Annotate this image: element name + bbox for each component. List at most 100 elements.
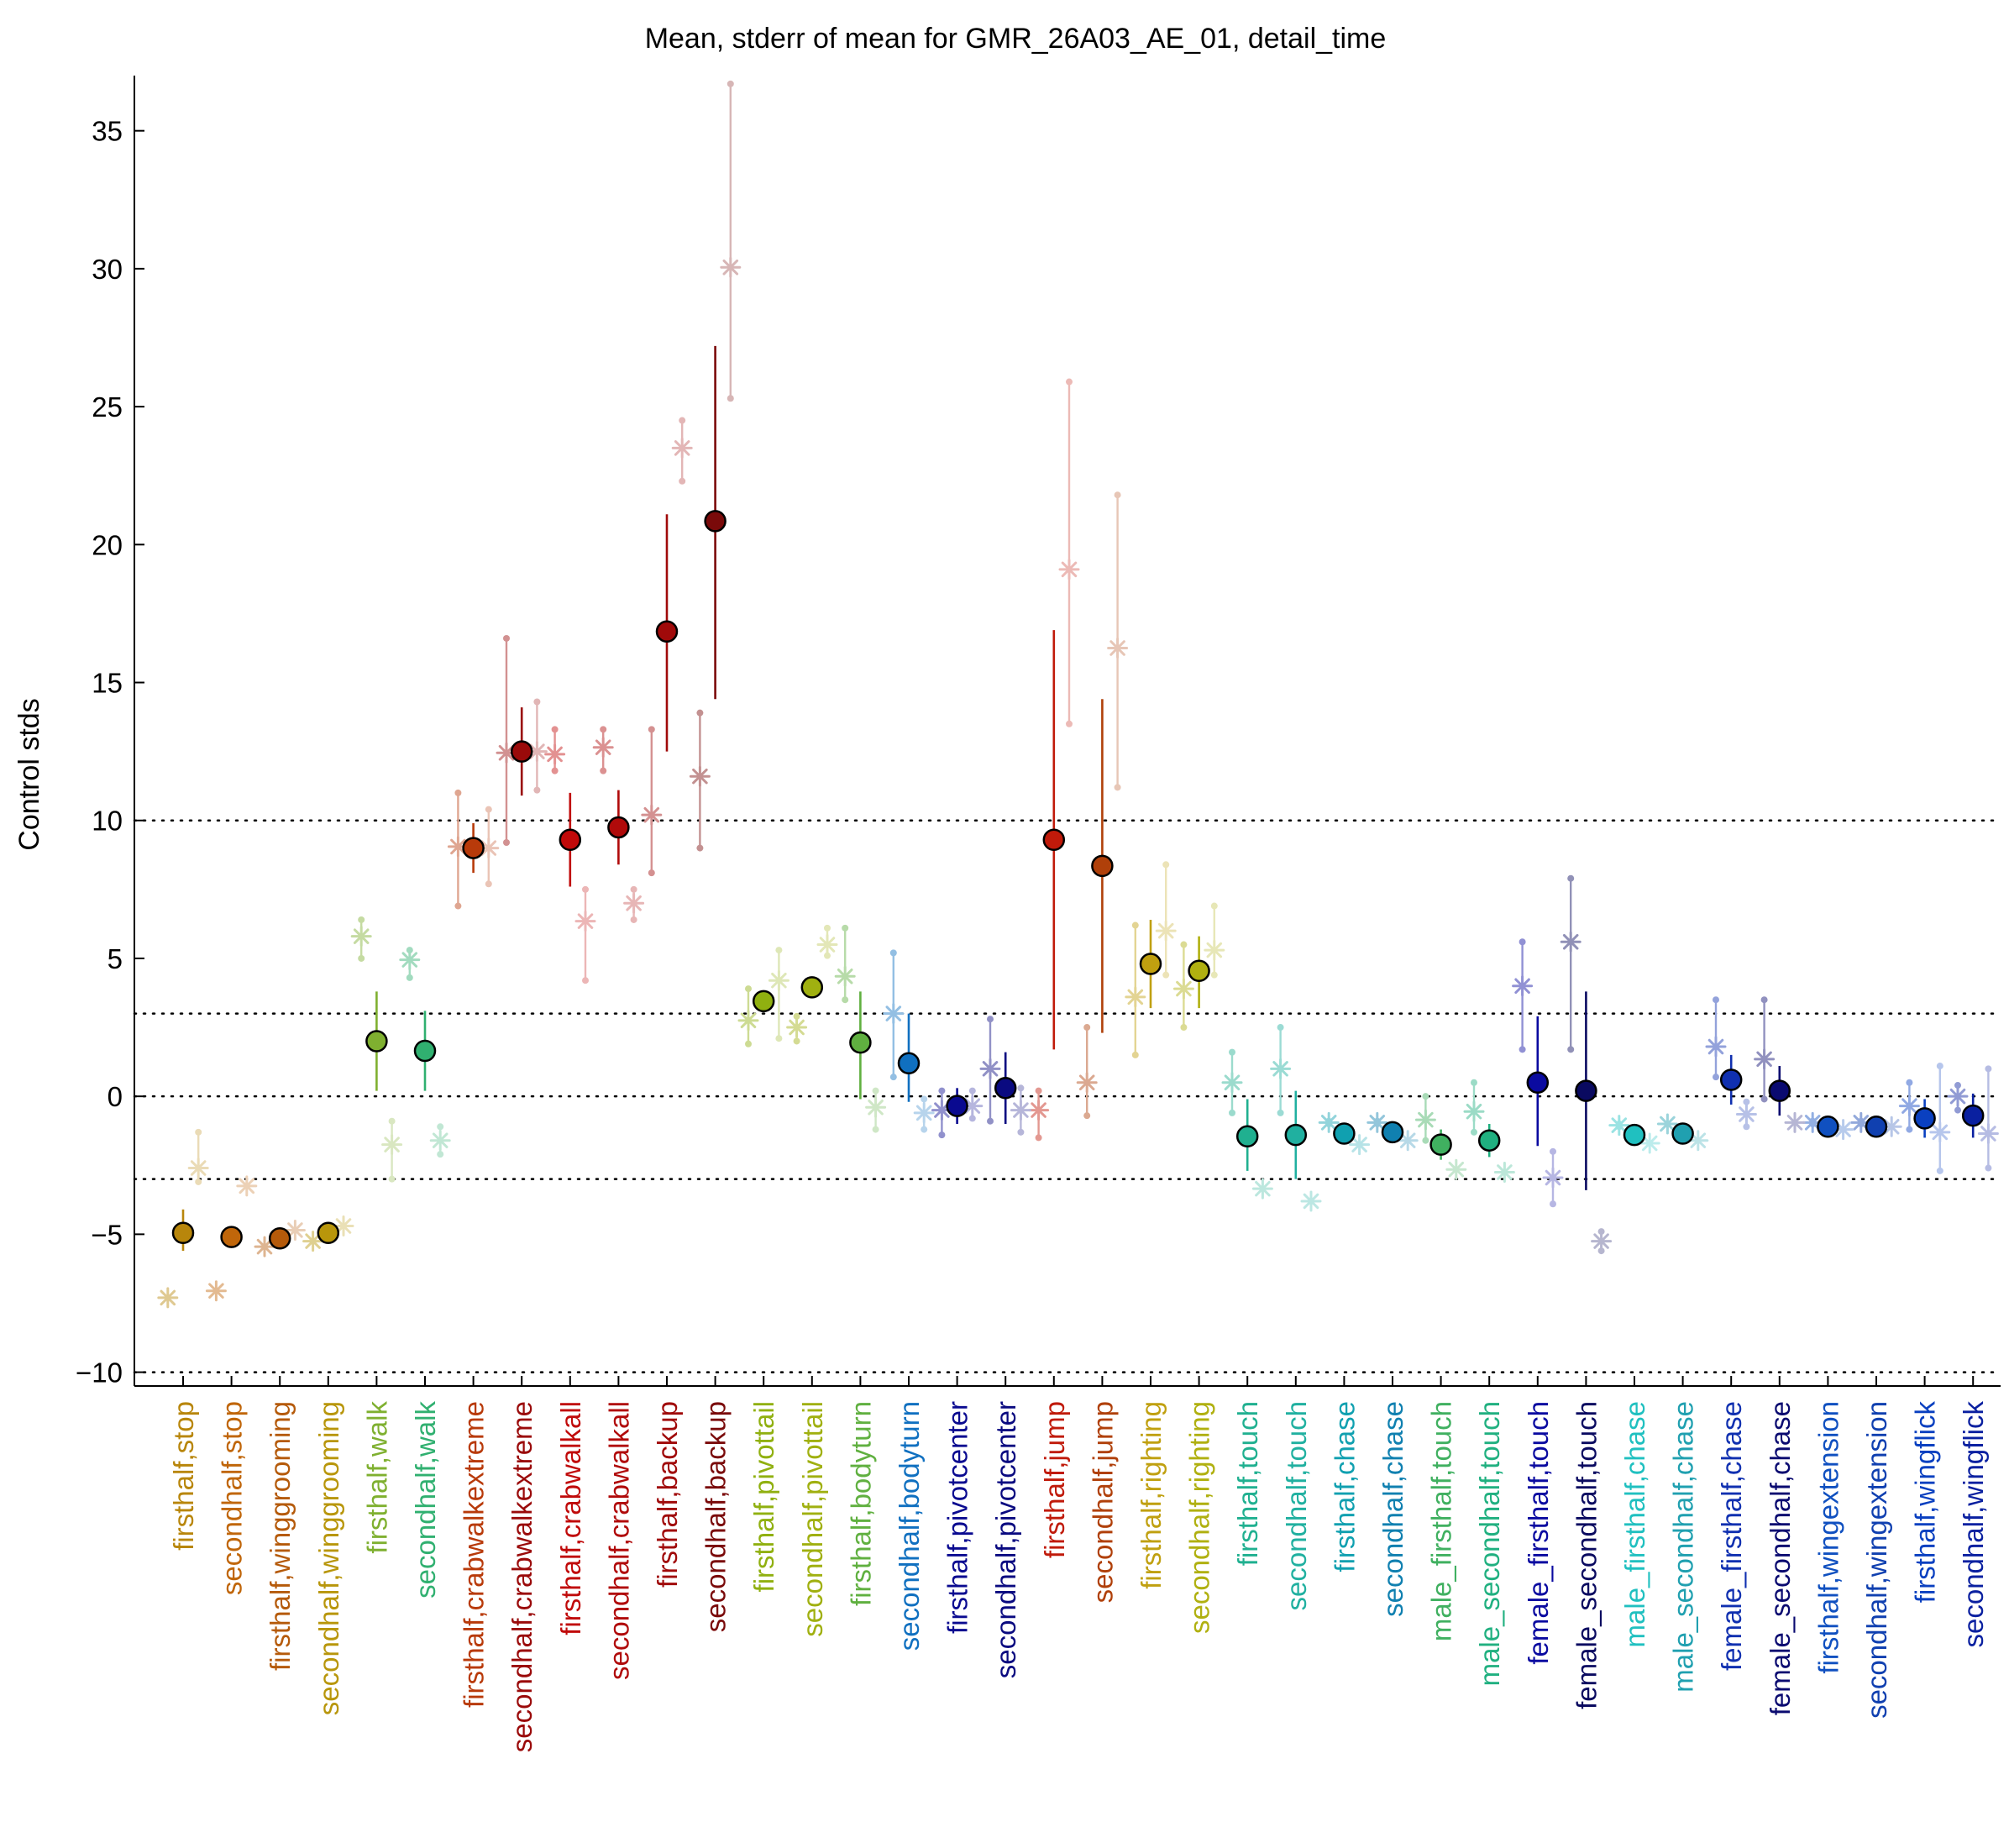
error-bar-end [1035,1134,1042,1142]
error-bar-end [726,395,734,402]
error-bar-end [1550,1200,1556,1208]
mean-point [994,1077,1017,1100]
asterisk-point [641,804,663,826]
error-bar-end [388,1117,396,1125]
error-bar-end [987,1117,994,1125]
error-bar-end [1162,971,1170,979]
asterisk-point [720,256,742,278]
y-axis-ticks: −10 −5 0 5 10 15 20 25 30 35 [76,116,144,1389]
asterisk-point [187,1158,209,1179]
asterisk-point [236,1175,258,1197]
x-tick-label: firsthalf,walk [361,1401,392,1554]
asterisk-point [1463,1100,1485,1122]
x-tick-label: secondhalf,crabwalkextreme [506,1401,538,1752]
asterisk-stroke [1835,1121,1851,1137]
mean-point [946,1095,968,1117]
x-tick-label: firsthalf,pivotcenter [942,1401,973,1634]
asterisk-stroke [450,838,466,855]
asterisk-point [768,969,789,991]
asterisk-stroke [1272,1061,1288,1077]
y-tick-label: −5 [91,1219,123,1250]
error-bar-end [842,996,849,1004]
asterisk-point [1397,1130,1419,1152]
x-tick-label: firsthalf,bodyturn [845,1401,876,1606]
mean-point [462,837,485,859]
error-bar-end [679,477,686,485]
error-bar-end [1954,1106,1961,1114]
asterisk-stroke [1514,978,1530,995]
error-bar-end [1035,1087,1042,1095]
asterisk-stroke [208,1283,224,1299]
asterisk-point [399,949,421,971]
asterisk-stroke [1399,1132,1416,1148]
x-tick-label: male_secondhalf,chase [1668,1401,1699,1693]
mean-point [559,828,582,851]
error-bar-end [1713,1074,1719,1081]
x-tick-label: male_firsthalf,chase [1619,1401,1650,1647]
asterisk-stroke [1303,1193,1319,1210]
error-bar-end [1985,1164,1992,1172]
y-axis-label: Control stds [13,698,45,850]
error-bar-end [454,902,462,910]
asterisk-point [1656,1113,1678,1135]
x-tick-label: firsthalf,touch [1232,1401,1263,1566]
error-bar-end [630,916,637,923]
error-bar-end [793,1037,800,1045]
error-bar-end [195,1128,202,1136]
asterisk-point [1172,978,1194,1000]
error-bar-end [600,726,607,733]
error-bar-end [921,1126,928,1133]
mean-point [510,740,533,763]
x-tick-label: secondhalf,pivotcenter [990,1401,1021,1678]
error-bar-end [454,789,462,796]
error-bar-end [1760,1095,1768,1103]
asterisk-stroke [771,972,787,989]
asterisk-point [1977,1122,1999,1144]
x-tick-label: firsthalf,pivottail [748,1401,779,1592]
x-tick-label: male_secondhalf,touch [1474,1401,1505,1686]
asterisk-stroke [287,1222,303,1238]
y-tick-label: 0 [108,1081,123,1112]
mean-point [800,976,824,999]
x-tick-label: secondhalf,wingflick [1958,1401,1989,1648]
asterisk-stroke [1980,1126,1996,1142]
error-bar-end [630,885,637,893]
asterisk-stroke [1497,1164,1513,1180]
x-tick-label: female_secondhalf,touch [1571,1401,1602,1709]
asterisk-point [623,892,645,914]
mean-point [1671,1122,1694,1145]
error-bar-end [968,1115,976,1122]
asterisk-point [1270,1058,1292,1079]
x-tick-label: secondhalf,winggrooming [313,1401,344,1715]
mean-point [268,1227,291,1250]
error-bar-end [889,1074,897,1081]
asterisk-stroke [1545,1169,1561,1186]
y-tick-label: 5 [108,943,123,974]
asterisk-stroke [577,913,594,929]
x-axis-ticks: firsthalf,stop secondhalf,stop firsthalf,w… [168,1376,1989,1752]
asterisk-point [671,437,693,459]
mean-point [171,1221,195,1244]
asterisk-point [381,1134,403,1156]
asterisk-point [737,1010,759,1032]
mean-point [1477,1129,1501,1152]
asterisk-stroke [335,1218,352,1234]
asterisk-stroke [1707,1038,1724,1055]
asterisk-stroke [432,1132,448,1148]
error-bar-end [600,767,607,774]
error-bar-end [648,726,655,733]
error-bar-end [358,954,365,962]
error-bar-end [968,1087,976,1095]
error-bar-end [1017,1128,1025,1136]
asterisk-stroke [915,1105,932,1121]
asterisk-point [1608,1115,1630,1137]
asterisk-stroke [1641,1135,1658,1152]
mean-point [1235,1125,1259,1148]
asterisk-stroke [1013,1102,1029,1118]
x-tick-label: secondhalf,stop [217,1401,248,1595]
asterisk-stroke [819,937,836,953]
asterisk-stroke [1786,1115,1803,1131]
error-bar-end [1936,1167,1943,1174]
x-tick-label: secondhalf,wingextension [1861,1401,1892,1719]
error-bar-end [1229,1109,1235,1116]
